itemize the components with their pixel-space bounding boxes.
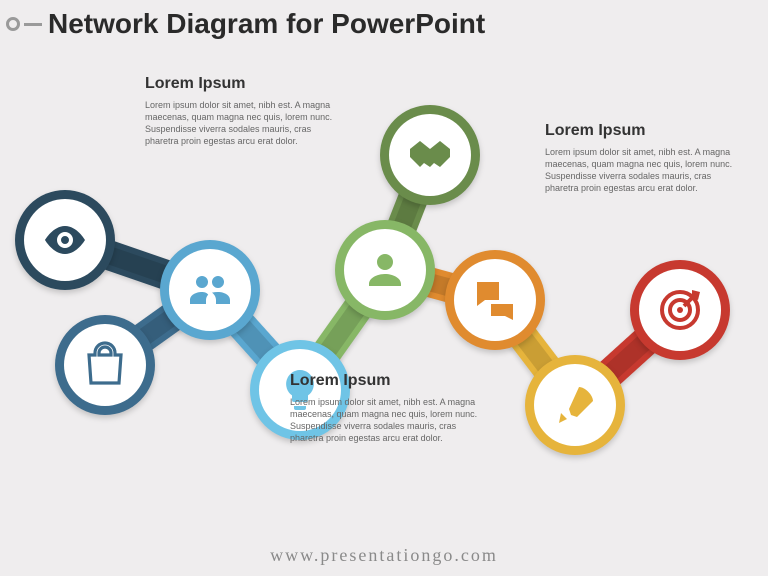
textblock-body: Lorem ipsum dolor sit amet, nibh est. A … [290, 396, 490, 445]
textblock-tb3: Lorem Ipsum Lorem ipsum dolor sit amet, n… [545, 122, 745, 195]
node-chat [445, 250, 545, 350]
node-bag [55, 315, 155, 415]
node-target [630, 260, 730, 360]
node-rocket [525, 355, 625, 455]
diagram-stage: Lorem Ipsum Lorem ipsum dolor sit amet, n… [0, 0, 768, 576]
node-eye [15, 190, 115, 290]
textblock-title: Lorem Ipsum [545, 122, 745, 140]
group-icon [186, 266, 234, 314]
textblock-tb1: Lorem Ipsum Lorem ipsum dolor sit amet, n… [145, 75, 345, 148]
textblock-body: Lorem ipsum dolor sit amet, nibh est. A … [145, 99, 345, 148]
textblock-body: Lorem ipsum dolor sit amet, nibh est. A … [545, 146, 745, 195]
person-icon [361, 246, 409, 294]
rocket-icon [551, 381, 599, 429]
node-handshake [380, 105, 480, 205]
textblock-title: Lorem Ipsum [145, 75, 345, 93]
textblock-title: Lorem Ipsum [290, 372, 490, 390]
node-group [160, 240, 260, 340]
textblock-tb2: Lorem Ipsum Lorem ipsum dolor sit amet, n… [290, 372, 490, 445]
footer-url: www.presentationgo.com [0, 545, 768, 566]
handshake-icon [406, 131, 454, 179]
eye-icon [41, 216, 89, 264]
bag-icon [81, 341, 129, 389]
node-person [335, 220, 435, 320]
chat-icon [471, 276, 519, 324]
target-icon [656, 286, 704, 334]
